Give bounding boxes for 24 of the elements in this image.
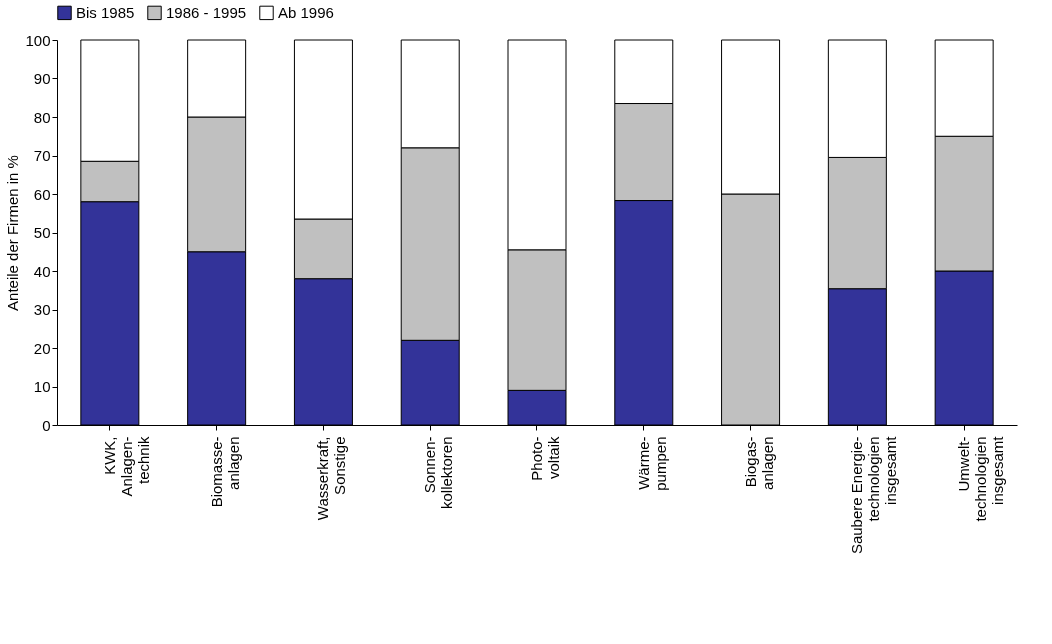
y-tick-label: 100	[25, 31, 51, 49]
legend-label: Ab 1996	[278, 3, 334, 21]
x-tick-label: Sonnen- kollektoren	[421, 436, 456, 510]
y-tick-label: 10	[33, 378, 51, 395]
x-tick-label: Biomasse- anlagen	[207, 436, 242, 508]
x-tick-label: Umwelt- technologien insgesamt	[955, 435, 1007, 522]
y-tick-label: 80	[33, 108, 51, 126]
y-tick-label: 90	[33, 70, 51, 87]
y-tick-label: 30	[33, 301, 51, 318]
x-tick-label: KWK, Anlagen- technik	[100, 436, 152, 497]
x-tick-label: Saubere Energie- technologien insgesamt	[848, 435, 900, 555]
x-tick-label: Photo- voltaik	[528, 436, 562, 481]
x-tick-label: Wasserkraft, Sonstige	[314, 436, 349, 521]
y-tick-label: 50	[33, 224, 51, 241]
y-tick-label: 0	[42, 416, 51, 434]
y-tick-label: 40	[33, 262, 51, 280]
x-tick-label: Wärme- pumpen	[634, 436, 669, 491]
y-tick-label: 60	[33, 185, 51, 203]
y-tick-label: 20	[33, 339, 51, 357]
y-tick-label: 70	[33, 147, 51, 164]
y-axis-title: Anteile der Firmen in %	[4, 155, 22, 311]
x-tick-label: Biogas- anlagen	[741, 436, 776, 490]
legend-label: 1986 - 1995	[166, 3, 247, 21]
legend-label: Bis 1985	[76, 3, 135, 21]
